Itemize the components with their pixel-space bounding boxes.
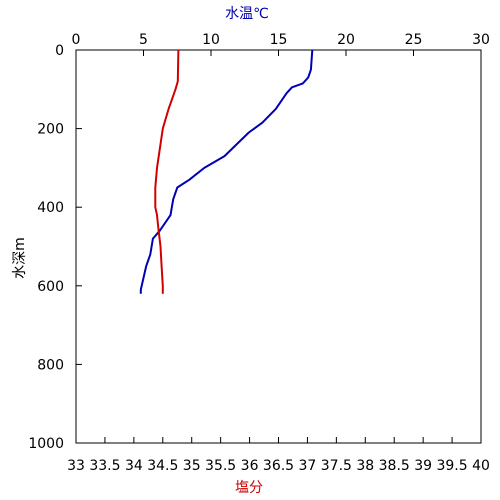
bottom-tick-label: 38.5 (379, 458, 410, 474)
salinity-series-line (154, 49, 180, 294)
y-tick-label: 800 (37, 357, 64, 373)
y-tick-label: 1000 (28, 436, 64, 452)
bottom-axis-ticks: 33 33.5 34 34.5 35 35.5 36 36.5 37 37.5 38 38.5 39 39… (67, 437, 490, 474)
top-tick-label: 20 (337, 32, 355, 48)
y-tick-label: 0 (55, 43, 64, 59)
bottom-tick-label: 40 (472, 458, 490, 474)
y-axis-ticks: 0 200 400 600 800 1000 (28, 43, 82, 452)
top-tick-label: 30 (472, 32, 490, 48)
top-axis-title: 水温℃ (225, 6, 269, 22)
bottom-tick-label: 39 (414, 458, 432, 474)
bottom-tick-label: 38 (356, 458, 374, 474)
bottom-tick-label: 36.5 (263, 458, 294, 474)
plot-frame (75, 49, 482, 444)
top-tick-label: 25 (405, 32, 423, 48)
top-tick-label: 10 (202, 32, 220, 48)
temperature-series-line (139, 49, 314, 294)
bottom-tick-label: 35 (183, 458, 201, 474)
bottom-tick-label: 34.5 (147, 458, 178, 474)
bottom-tick-label: 35.5 (205, 458, 236, 474)
y-tick-label: 400 (37, 200, 64, 216)
top-axis-ticks: 0 5 10 15 20 25 30 (72, 32, 490, 56)
bottom-tick-label: 37 (299, 458, 317, 474)
bottom-tick-label: 37.5 (321, 458, 352, 474)
bottom-axis-title: 塩分 (235, 480, 263, 496)
y-axis-title: 水深m (12, 237, 28, 279)
top-tick-label: 5 (139, 32, 148, 48)
bottom-tick-label: 36 (241, 458, 259, 474)
bottom-tick-label: 39.5 (436, 458, 467, 474)
bottom-tick-label: 33 (67, 458, 85, 474)
y-tick-label: 200 (37, 122, 64, 138)
bottom-tick-label: 33.5 (89, 458, 120, 474)
top-tick-label: 0 (72, 32, 81, 48)
series-layer (139, 49, 314, 294)
top-tick-label: 15 (270, 32, 288, 48)
y-tick-label: 600 (37, 279, 64, 295)
bottom-tick-label: 34 (125, 458, 143, 474)
